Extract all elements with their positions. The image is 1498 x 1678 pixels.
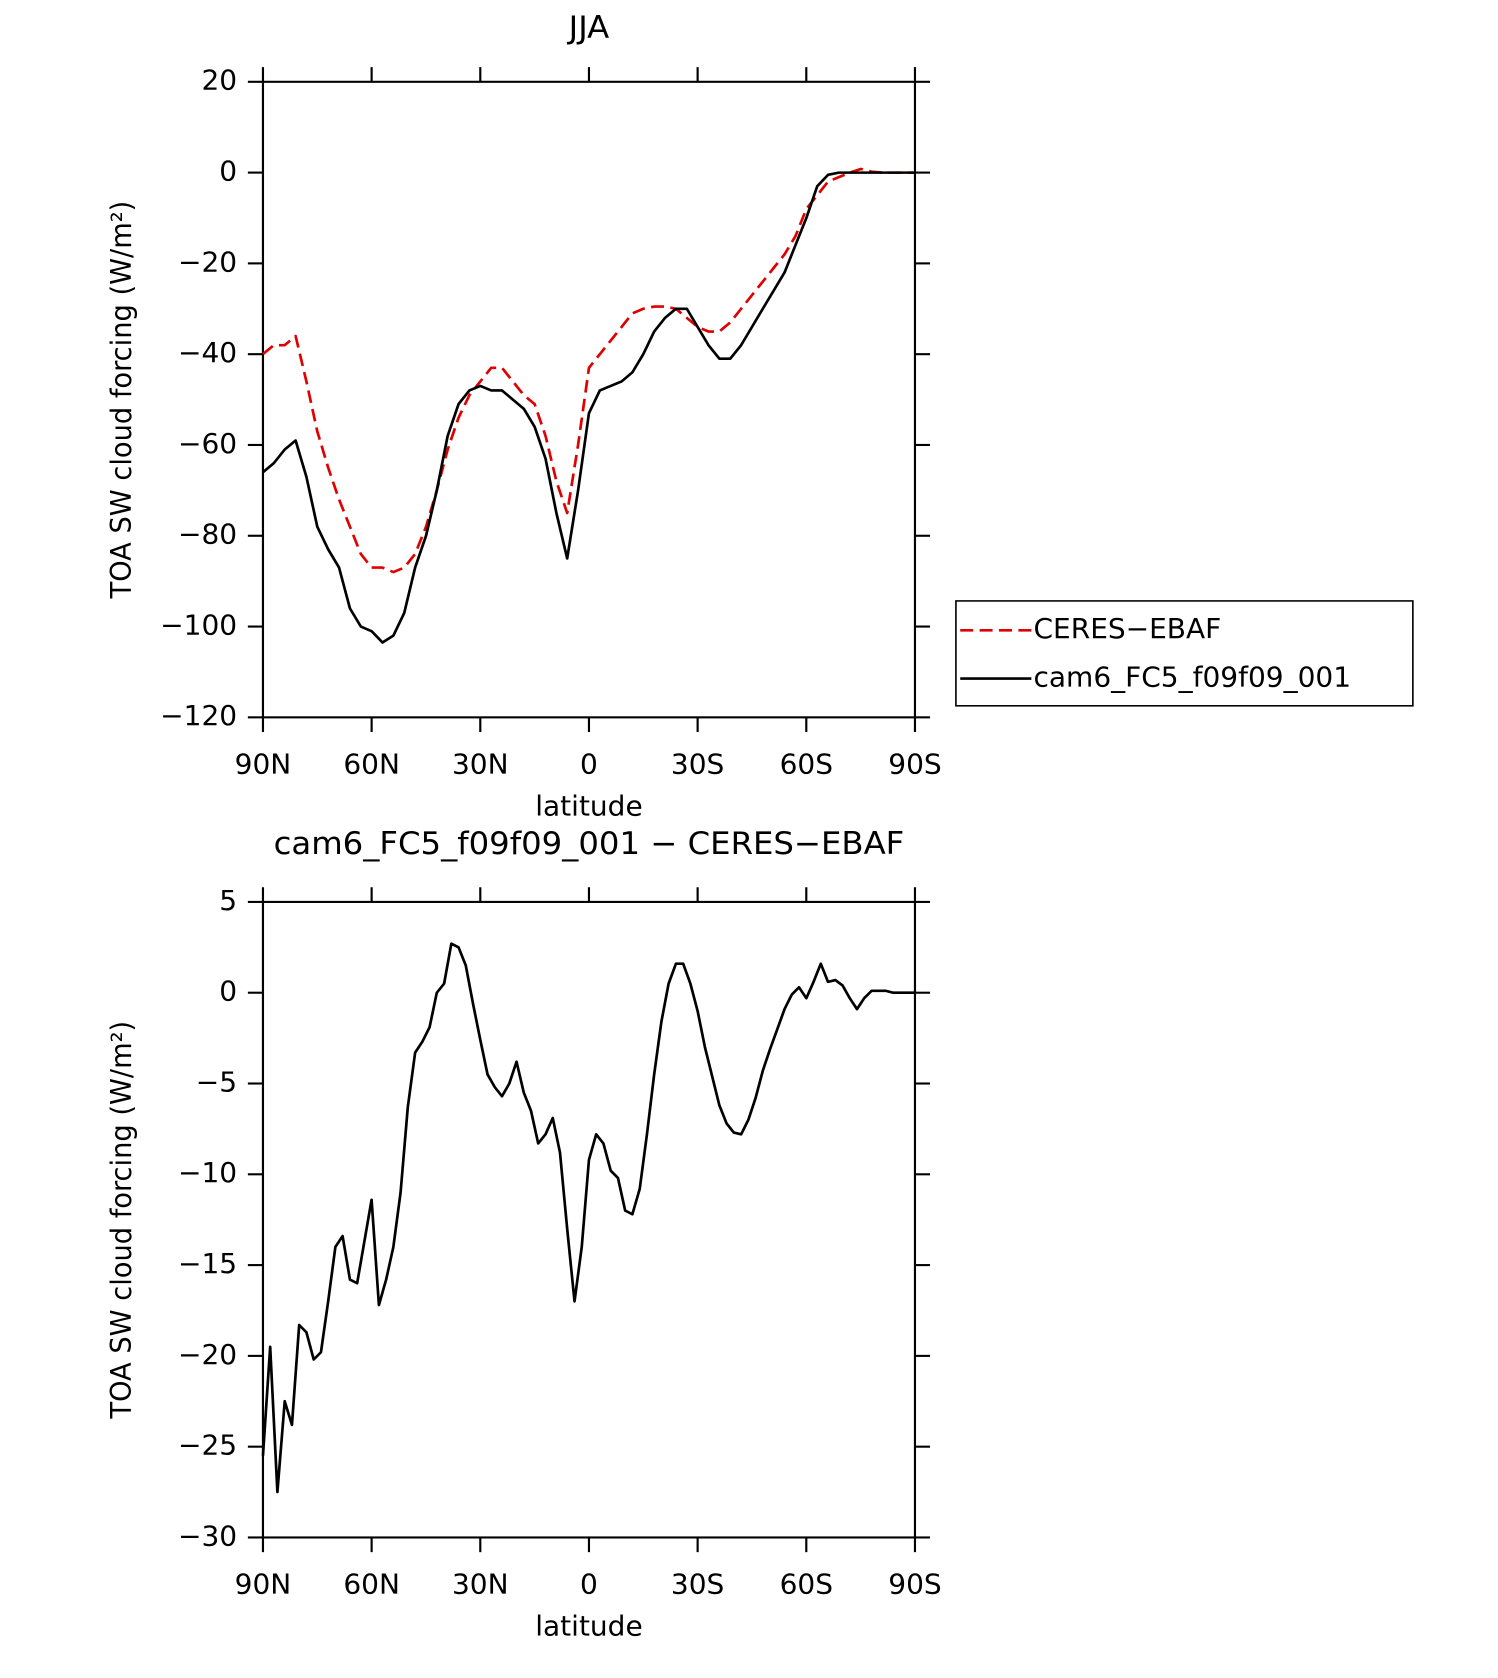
plot-frame xyxy=(261,80,917,719)
y-tick-label: −60 xyxy=(178,427,237,460)
y-tick-label: −20 xyxy=(178,1338,237,1371)
legend-box xyxy=(955,600,1414,707)
y-tick-label: −100 xyxy=(160,609,237,642)
y-tick-label: −10 xyxy=(178,1157,237,1190)
x-tick-label: 30S xyxy=(671,748,724,781)
x-tick-label: 90S xyxy=(888,1568,941,1601)
y-tick-label: −30 xyxy=(178,1520,237,1553)
y-tick-label: −120 xyxy=(160,700,237,733)
data-line xyxy=(262,167,915,574)
x-tick-label: 90N xyxy=(235,1568,292,1601)
x-axis-label: latitude xyxy=(535,1610,642,1643)
x-tick-label: 60N xyxy=(343,1568,400,1601)
x-tick-label: 0 xyxy=(580,1568,598,1601)
x-tick-label: 60S xyxy=(780,1568,833,1601)
chart-title: cam6_FC5_f09f09_001 − CERES−EBAF xyxy=(274,825,905,862)
x-tick-label: 90S xyxy=(888,748,941,781)
y-axis-label: TOA SW cloud forcing (W/m²) xyxy=(105,1021,138,1420)
y-tick-label: −5 xyxy=(196,1066,237,1099)
chart-title: JJA xyxy=(567,9,610,46)
legend-label: cam6_FC5_f09f09_001 xyxy=(1034,661,1352,694)
y-tick-label: −40 xyxy=(178,336,237,369)
x-tick-label: 60N xyxy=(343,748,400,781)
y-tick-label: −25 xyxy=(178,1429,237,1462)
y-tick-label: −20 xyxy=(178,246,237,279)
y-tick-label: −15 xyxy=(178,1247,237,1280)
x-axis-label: latitude xyxy=(535,790,642,823)
x-tick-label: 90N xyxy=(235,748,292,781)
x-tick-label: 30N xyxy=(452,1568,509,1601)
data-line xyxy=(262,171,915,644)
y-tick-label: −80 xyxy=(178,518,237,551)
x-tick-label: 30N xyxy=(452,748,509,781)
y-tick-label: 0 xyxy=(219,155,237,188)
data-line xyxy=(261,942,915,1494)
legend-label: CERES−EBAF xyxy=(1034,613,1222,646)
y-axis-label: TOA SW cloud forcing (W/m²) xyxy=(105,201,138,600)
y-tick-label: 0 xyxy=(219,975,237,1008)
x-tick-label: 0 xyxy=(580,748,598,781)
y-tick-label: 5 xyxy=(219,884,237,917)
x-tick-label: 60S xyxy=(780,748,833,781)
plot-frame xyxy=(261,900,917,1539)
x-tick-label: 30S xyxy=(671,1568,724,1601)
y-tick-label: 20 xyxy=(201,64,237,97)
